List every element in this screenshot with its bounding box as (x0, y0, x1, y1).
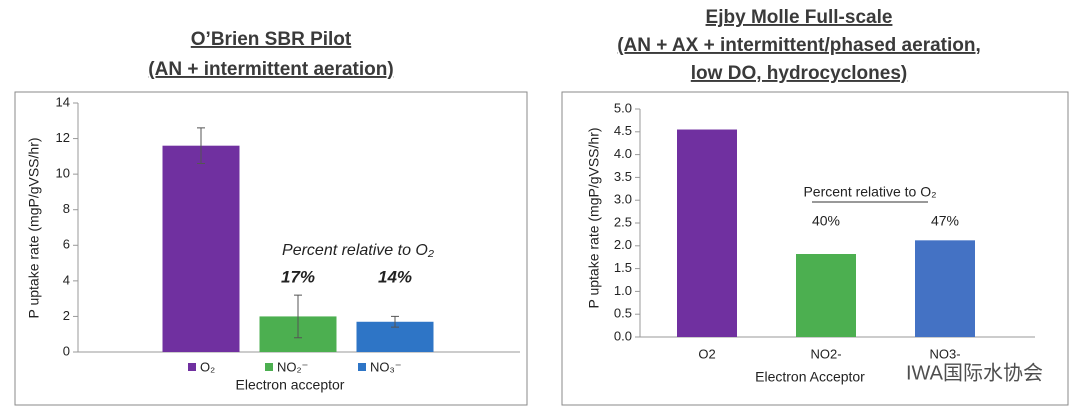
percent-label: 17% (281, 267, 315, 286)
chart-title: (AN + intermittent aeration) (148, 59, 393, 80)
y-tick-label: 0.5 (614, 306, 632, 321)
chart-frame (561, 91, 1069, 406)
y-axis-label: P uptake rate (mgP/gVSS/hr) (26, 137, 42, 318)
y-tick-label: 8 (63, 201, 70, 216)
bar (162, 145, 240, 352)
watermark: IWA国际水协会 (906, 361, 1043, 384)
error-bar (391, 315, 399, 328)
y-tick-label: 4.0 (614, 146, 632, 161)
y-tick-label: 4 (63, 272, 70, 287)
legend-swatch (358, 363, 366, 371)
x-axis-label: Electron Acceptor (755, 369, 865, 385)
chart-title: Ejby Molle Full-scale (706, 7, 893, 28)
y-tick-label: 0.0 (614, 328, 632, 343)
error-bar (294, 294, 302, 339)
y-tick-label: 0 (63, 343, 70, 358)
y-tick-label: 3.0 (614, 192, 632, 207)
y-tick-label: 3.5 (614, 169, 632, 184)
legend-label: NO₃⁻ (370, 359, 402, 374)
x-tick-label: O2 (698, 346, 715, 361)
y-tick-label: 1.5 (614, 260, 632, 275)
y-tick-label: 1.0 (614, 283, 632, 298)
y-tick-label: 2.0 (614, 237, 632, 252)
y-tick-label: 4.5 (614, 123, 632, 138)
y-tick-label: 2 (63, 308, 70, 323)
y-tick-label: 5.0 (614, 100, 632, 115)
legend-swatch (265, 363, 273, 371)
bar (796, 254, 856, 337)
chart-title: low DO, hydrocyclones) (691, 63, 907, 84)
x-tick-label: NO3- (929, 346, 960, 361)
y-tick-label: 12 (56, 130, 70, 145)
y-axis-label: P uptake rate (mgP/gVSS/hr) (586, 127, 602, 308)
legend-swatch (188, 363, 196, 371)
legend-label: O₂ (200, 359, 215, 374)
x-axis-label: Electron acceptor (236, 377, 345, 393)
y-tick-label: 10 (56, 166, 70, 181)
error-bar (197, 127, 205, 164)
y-tick-label: 14 (56, 94, 70, 109)
y-tick-label: 2.5 (614, 214, 632, 229)
y-tick-label: 6 (63, 237, 70, 252)
legend-label: NO₂⁻ (277, 359, 308, 374)
annotation: Percent relative to O₂ (282, 242, 434, 259)
percent-label: 40% (812, 213, 840, 229)
chart-title: (AN + AX + intermittent/phased aeration, (617, 35, 981, 56)
percent-label: 14% (378, 267, 412, 286)
bar (915, 240, 975, 337)
percent-label: 47% (931, 213, 959, 229)
x-tick-label: NO2- (810, 346, 841, 361)
chart-title: O’Brien SBR Pilot (191, 29, 352, 50)
annotation: Percent relative to O₂ (803, 184, 936, 200)
chart-frame (14, 91, 528, 406)
bar (677, 129, 737, 337)
